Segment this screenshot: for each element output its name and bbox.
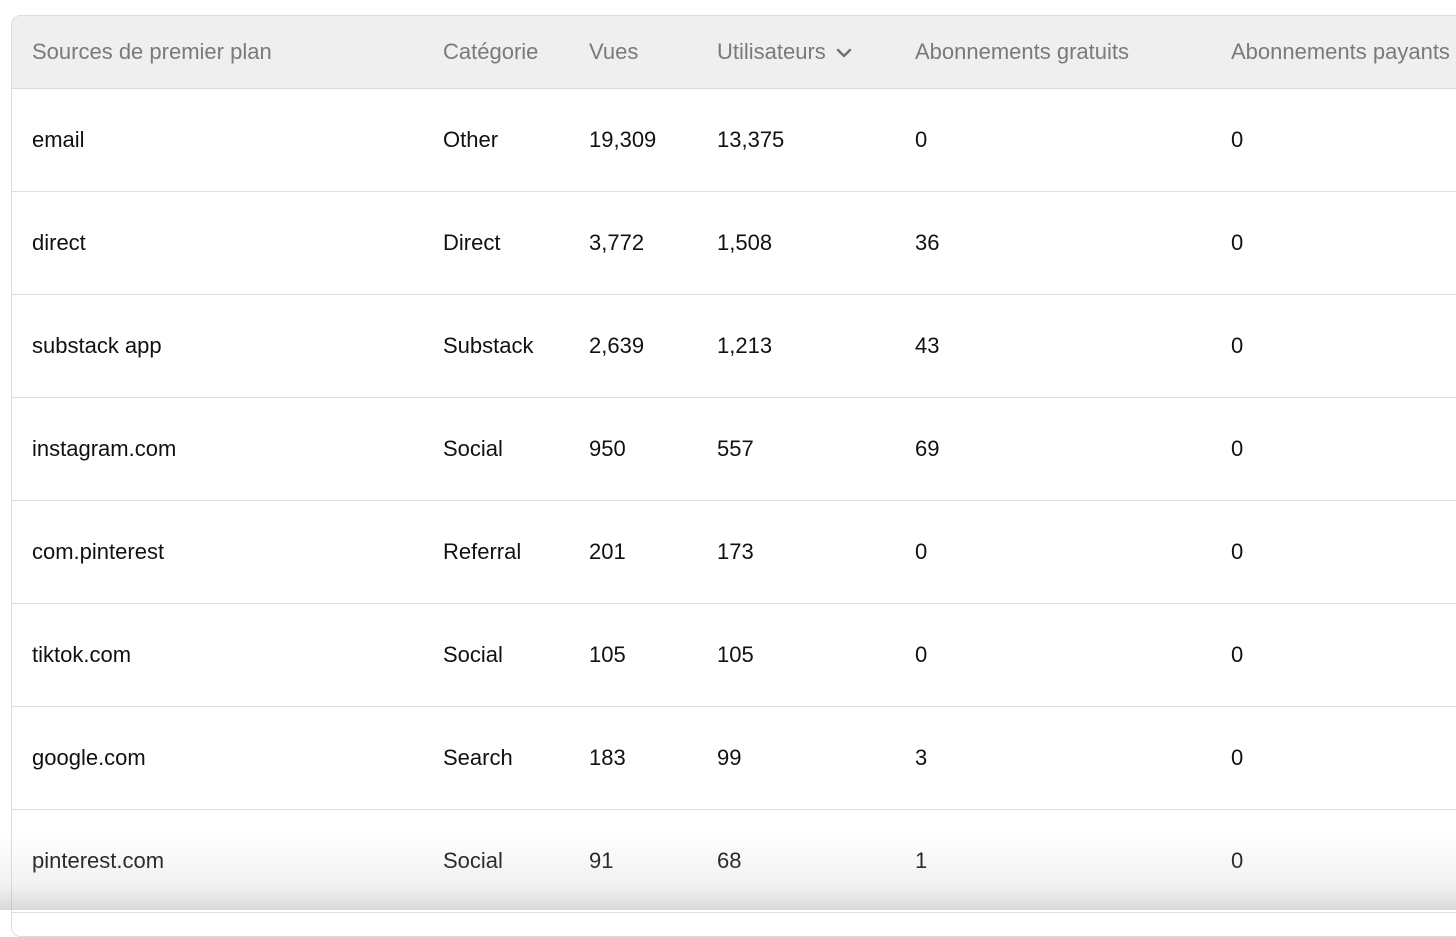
table-row[interactable]: tiktok.com Social 105 105 0 0 (12, 604, 1456, 707)
cell-views: 3,772 (589, 230, 645, 255)
cell-source: email (32, 127, 85, 152)
cell-users: 557 (717, 436, 754, 461)
cell-free-subscriptions: 0 (915, 539, 928, 564)
cell-paid-subscriptions: 0 (1231, 642, 1244, 667)
cell-paid-subscriptions: 0 (1231, 745, 1244, 770)
cell-paid-subscriptions: 0 (1231, 848, 1244, 873)
cell-source: tiktok.com (32, 642, 132, 667)
cell-category: Referral (443, 539, 522, 564)
column-header-paid-subscriptions[interactable]: Abonnements payants (1231, 39, 1450, 64)
column-header-category[interactable]: Catégorie (443, 39, 539, 64)
table-row[interactable]: direct Direct 3,772 1,508 36 0 (12, 192, 1456, 295)
cell-free-subscriptions: 3 (915, 745, 928, 770)
cell-category: Social (443, 642, 503, 667)
cell-source: substack app (32, 333, 162, 358)
cell-paid-subscriptions: 0 (1231, 436, 1244, 461)
table-row[interactable]: pinterest.com Social 91 68 1 0 (12, 810, 1456, 913)
cell-source: pinterest.com (32, 848, 165, 873)
column-header-users-label: Utilisateurs (717, 39, 826, 64)
cell-users: 1,508 (717, 230, 773, 255)
table-row[interactable]: instagram.com Social 950 557 69 0 (12, 398, 1456, 501)
cell-free-subscriptions: 43 (915, 333, 940, 358)
cell-category: Social (443, 436, 503, 461)
cell-paid-subscriptions: 0 (1231, 539, 1244, 564)
cell-views: 2,639 (589, 333, 645, 358)
cell-paid-subscriptions: 0 (1231, 230, 1244, 255)
cell-free-subscriptions: 1 (915, 848, 928, 873)
traffic-sources-table: Sources de premier plan Catégorie Vues U… (11, 15, 1456, 937)
cell-category: Substack (443, 333, 534, 358)
table-row[interactable]: google.com Search 183 99 3 0 (12, 707, 1456, 810)
cell-users: 105 (717, 642, 754, 667)
cell-source: direct (32, 230, 86, 255)
column-header-views[interactable]: Vues (589, 39, 639, 64)
chevron-down-icon[interactable] (836, 16, 852, 87)
column-header-free-subscriptions[interactable]: Abonnements gratuits (915, 39, 1130, 64)
cell-category: Other (443, 127, 499, 152)
cell-views: 950 (589, 436, 626, 461)
cell-users: 13,375 (717, 127, 785, 152)
cell-free-subscriptions: 0 (915, 127, 928, 152)
cell-views: 19,309 (589, 127, 657, 152)
cell-category: Search (443, 745, 513, 770)
cell-users: 173 (717, 539, 754, 564)
cell-users: 68 (717, 848, 742, 873)
cell-paid-subscriptions: 0 (1231, 333, 1244, 358)
cell-source: instagram.com (32, 436, 177, 461)
table-row[interactable]: email Other 19,309 13,375 0 0 (12, 89, 1456, 192)
table-row[interactable]: substack app Substack 2,639 1,213 43 0 (12, 295, 1456, 398)
cell-free-subscriptions: 69 (915, 436, 940, 461)
cell-source: com.pinterest (32, 539, 165, 564)
cell-views: 105 (589, 642, 626, 667)
cell-users: 1,213 (717, 333, 773, 358)
cell-users: 99 (717, 745, 742, 770)
cell-paid-subscriptions: 0 (1231, 127, 1244, 152)
cell-source: google.com (32, 745, 146, 770)
column-header-source[interactable]: Sources de premier plan (32, 39, 272, 64)
cell-category: Social (443, 848, 503, 873)
cell-free-subscriptions: 36 (915, 230, 940, 255)
table-header: Sources de premier plan Catégorie Vues U… (12, 16, 1456, 89)
cell-views: 91 (589, 848, 614, 873)
cell-views: 183 (589, 745, 626, 770)
table-row[interactable]: com.pinterest Referral 201 173 0 0 (12, 501, 1456, 604)
cell-views: 201 (589, 539, 626, 564)
column-header-users[interactable]: Utilisateurs (717, 16, 852, 88)
cell-free-subscriptions: 0 (915, 642, 928, 667)
cell-category: Direct (443, 230, 501, 255)
